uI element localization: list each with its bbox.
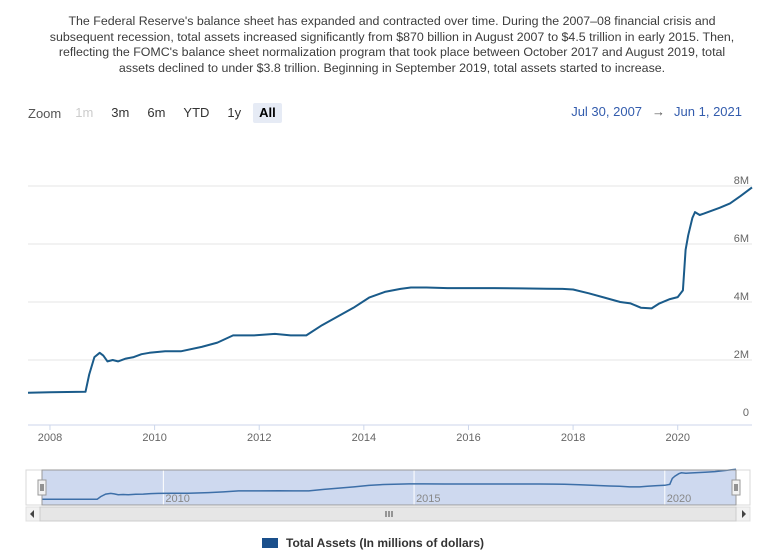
x-tick-label: 2020: [665, 432, 689, 444]
y-tick-label: 6M: [734, 233, 749, 245]
y-tick-label: 0: [743, 407, 749, 419]
x-tick-label: 2016: [456, 432, 480, 444]
date-range: Jul 30, 2007 → Jun 1, 2021: [571, 104, 742, 119]
zoom-1y-button[interactable]: 1y: [227, 105, 242, 120]
navigator-handle-right[interactable]: [731, 479, 741, 496]
zoom-ytd-button[interactable]: YTD: [183, 105, 210, 120]
series-line-total-assets: [27, 186, 753, 394]
range-selector: Zoom 1m 3m 6m YTD 1y All: [28, 102, 288, 124]
navigator-tick-label: 2010: [165, 493, 189, 505]
legend[interactable]: Total Assets (In millions of dollars): [262, 536, 484, 550]
navigator-selection-mask: [42, 470, 736, 505]
navigator-series-line: [41, 468, 737, 501]
scroll-right-arrow-icon[interactable]: [742, 510, 746, 518]
y-tick-label: 8M: [734, 175, 749, 187]
scroll-left-arrow-icon[interactable]: [30, 510, 34, 518]
navigator-tick-label: 2015: [416, 493, 440, 505]
legend-label: Total Assets (In millions of dollars): [286, 536, 485, 550]
range-arrow: →: [652, 104, 666, 119]
scrollbar-thumb[interactable]: [39, 506, 737, 522]
x-tick-label: 2012: [247, 432, 271, 444]
navigator-tick-label: 2020: [667, 493, 691, 505]
zoom-label: Zoom: [28, 105, 62, 121]
y-tick-label: 2M: [734, 349, 749, 361]
x-tick-label: 2014: [352, 432, 376, 444]
zoom-1m-button[interactable]: 1m: [75, 105, 94, 120]
x-tick-label: 2010: [142, 432, 166, 444]
legend-swatch: [262, 538, 278, 548]
intro-paragraph: The Federal Reserve's balance sheet has …: [49, 14, 735, 75]
zoom-6m-button[interactable]: 6m: [147, 105, 166, 120]
x-tick-label: 2008: [38, 432, 62, 444]
y-tick-label: 4M: [734, 291, 749, 303]
to-date-input[interactable]: Jun 1, 2021: [674, 104, 742, 119]
x-tick-label: 2018: [561, 432, 585, 444]
zoom-all-button[interactable]: All: [253, 103, 282, 123]
from-date-input[interactable]: Jul 30, 2007: [571, 104, 643, 119]
zoom-3m-button[interactable]: 3m: [111, 105, 130, 120]
navigator-handle-left[interactable]: [37, 479, 47, 496]
